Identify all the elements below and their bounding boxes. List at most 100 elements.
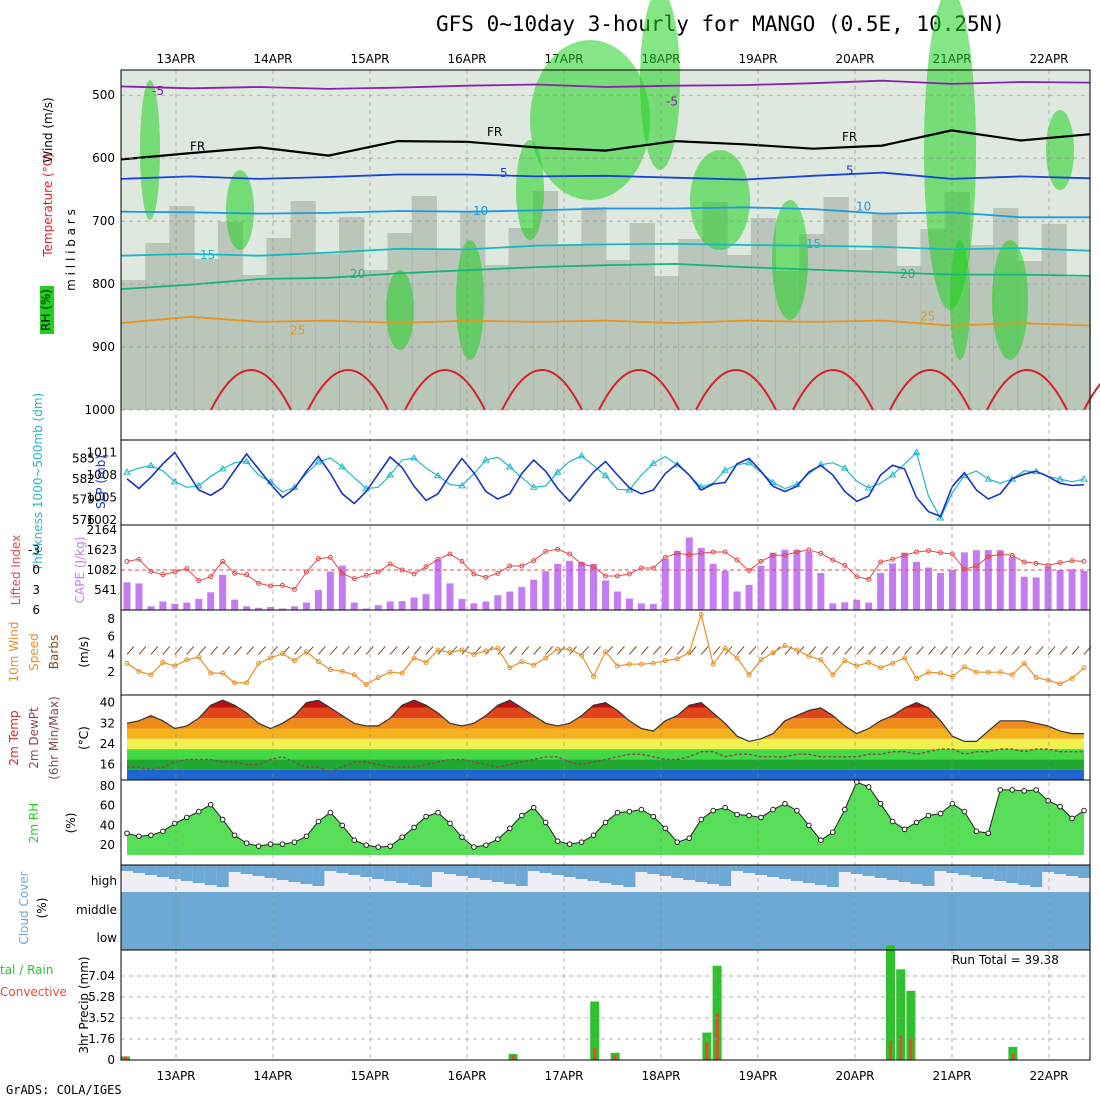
cape-bar xyxy=(1020,576,1028,610)
wind-barb xyxy=(545,646,554,655)
wind-barb xyxy=(868,646,877,655)
thickness-point xyxy=(649,459,658,466)
wind-barb xyxy=(808,646,817,655)
cloud-high-cell xyxy=(850,865,863,874)
rh-gray-band xyxy=(266,238,292,410)
cape-bar xyxy=(494,595,502,610)
rh2m-point xyxy=(1021,788,1028,794)
precip-total-bar xyxy=(906,990,916,1060)
contour-label: 15 xyxy=(200,248,215,262)
wind-barb xyxy=(413,646,422,655)
rh2m-point xyxy=(291,839,298,845)
wind-speed-point xyxy=(662,658,668,664)
contour-label: 5 xyxy=(500,166,508,180)
temp-tick-label: 24 xyxy=(100,737,115,751)
rh2m-point xyxy=(722,804,728,811)
rh2m-point xyxy=(626,808,633,815)
lifted-index-point xyxy=(531,558,537,564)
lifted-index-tick: 6 xyxy=(32,603,40,617)
lifted-index-point xyxy=(136,556,142,562)
wind-speed-point xyxy=(124,660,130,666)
thickness-tick-label: 582 xyxy=(72,472,95,486)
legend-wind: Wind (m/s) xyxy=(41,97,55,162)
cloud-high-cell xyxy=(455,865,468,876)
precip-tick-label: 7.04 xyxy=(88,969,115,983)
cloud-high-cell xyxy=(755,865,768,875)
wind-speed-point xyxy=(519,659,525,665)
cloud-high-cell xyxy=(575,865,588,879)
rh2m-point xyxy=(686,835,693,842)
rh-gray-band xyxy=(217,222,244,410)
isotherm-line xyxy=(120,171,1091,181)
dewpoint-axis-title: 2m DewPt xyxy=(27,707,41,769)
cloud-axis-units: (%) xyxy=(35,898,49,919)
cloud-high-cell xyxy=(240,865,253,874)
rh-gray-band xyxy=(968,245,995,410)
top-date-label: 16APR xyxy=(447,52,486,66)
cloud-high-cell xyxy=(132,865,145,873)
lifted-index-point xyxy=(878,559,884,565)
thickness-point xyxy=(147,461,155,468)
rh2m-point xyxy=(578,839,585,845)
cloud-row-label: high xyxy=(91,874,117,888)
wind-barb xyxy=(449,646,458,655)
wind-tick-label: 6 xyxy=(107,630,115,644)
wind-speed-point xyxy=(842,658,848,664)
lifted-index-point xyxy=(686,552,692,558)
cloud-high-cell xyxy=(778,865,791,879)
rh2m-tick-label: 20 xyxy=(100,838,115,852)
isotherm-line xyxy=(120,262,1091,290)
cape-bar xyxy=(518,587,526,610)
wind-axis-barbs: Barbs xyxy=(47,635,61,669)
cape-bar xyxy=(279,608,286,610)
rh2m-point xyxy=(674,839,681,845)
wind-speed-point xyxy=(890,660,896,666)
cloud-high-cell xyxy=(982,865,995,879)
isotherm-line xyxy=(120,242,1091,257)
lifted-index-point xyxy=(1069,558,1075,564)
rh-gray-band xyxy=(193,259,219,410)
cape-bar xyxy=(350,602,358,610)
lifted-index-point xyxy=(579,561,585,567)
wind-barb xyxy=(688,646,697,655)
thickness-point xyxy=(434,471,442,479)
wind-speed-point xyxy=(507,665,513,671)
cape-bar xyxy=(1008,557,1016,610)
cloud-high-cell xyxy=(503,865,516,884)
rh2m-point xyxy=(148,832,154,839)
rh2m-point xyxy=(506,825,513,832)
rh2m-point xyxy=(937,810,944,817)
rh-gray-band xyxy=(581,207,607,410)
cape-bar xyxy=(829,603,837,610)
lifted-index-point xyxy=(806,547,812,553)
lifted-index-point xyxy=(770,552,776,558)
wind-speed-point xyxy=(220,670,226,676)
contour-label: 5 xyxy=(846,164,854,178)
lifted-index-tick: -3 xyxy=(28,543,40,557)
rh2m-point xyxy=(495,836,501,843)
cape-bar xyxy=(865,602,873,610)
temp-band xyxy=(126,769,1085,780)
rh2m-point xyxy=(267,841,274,847)
cloud-high-cell xyxy=(527,865,540,871)
lifted-index-point xyxy=(973,563,979,569)
wind-barb xyxy=(461,646,470,655)
temp-tick-label: 40 xyxy=(100,696,115,710)
contour-label: 25 xyxy=(290,323,305,337)
rh-green-patch xyxy=(226,170,254,250)
cloud-high-cell xyxy=(838,865,851,872)
cape-bar xyxy=(936,573,944,610)
pressure-tick-label: 700 xyxy=(92,214,115,228)
wind-barb xyxy=(210,646,219,655)
wind-speed-point xyxy=(375,675,381,681)
cape-bar xyxy=(972,550,980,610)
thickness-point xyxy=(840,464,849,471)
isotherm-hot xyxy=(210,369,292,411)
lifted-index-point xyxy=(758,558,764,564)
cape-axis-label: CAPE (J/kg) xyxy=(73,537,87,604)
rh-green-patch xyxy=(386,270,414,350)
wind-speed-point xyxy=(363,682,369,688)
rh2m-point xyxy=(411,824,417,831)
thickness-point xyxy=(242,457,251,464)
rh2m-point xyxy=(363,842,370,848)
